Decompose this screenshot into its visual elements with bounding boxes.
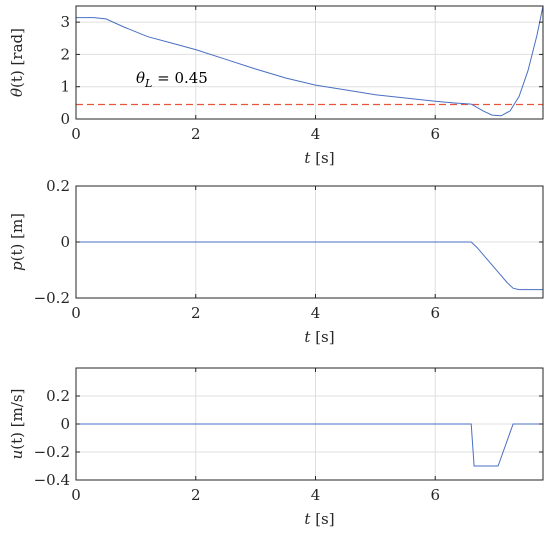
y-tick-label: 0 bbox=[60, 110, 70, 128]
x-tick-label: 0 bbox=[71, 125, 81, 143]
x-tick-label: 6 bbox=[430, 486, 440, 504]
x-axis-label: t [s] bbox=[304, 149, 334, 167]
x-tick-label: 4 bbox=[311, 125, 321, 143]
subplot-3: 0 2 4 6 −0.4 −0.2 0 0.2 t [s] u(t) [m/s] bbox=[8, 367, 544, 528]
x-tick-label: 6 bbox=[430, 304, 440, 322]
x-axis-label: t [s] bbox=[304, 510, 334, 528]
y-tick-label: 3 bbox=[60, 13, 70, 31]
y-tick-label: 1 bbox=[60, 78, 70, 96]
series-line bbox=[76, 241, 543, 291]
reference-label: θL = 0.45 bbox=[136, 69, 208, 90]
y-tick-label: 0 bbox=[60, 233, 70, 251]
y-tick-label: −0.2 bbox=[34, 443, 70, 461]
x-axis-label: t [s] bbox=[304, 328, 334, 346]
y-tick-label: 0.2 bbox=[46, 177, 70, 195]
x-tick-label: 2 bbox=[191, 125, 201, 143]
x-tick-label: 2 bbox=[191, 486, 201, 504]
y-tick-label: 2 bbox=[60, 45, 70, 63]
series-line bbox=[76, 6, 543, 117]
x-tick-label: 4 bbox=[311, 486, 321, 504]
y-axis-label: u(t) [m/s] bbox=[8, 389, 26, 460]
y-axis-label: θ(t) [rad] bbox=[8, 28, 26, 97]
y-axis-label: p(t) [m] bbox=[8, 213, 26, 271]
subplot-1: θL = 0.45 0 2 4 6 0 1 2 3 t [s] θ(t) [rad] bbox=[8, 5, 544, 167]
x-tick-label: 2 bbox=[191, 304, 201, 322]
x-tick-label: 0 bbox=[71, 486, 81, 504]
x-tick-label: 6 bbox=[430, 125, 440, 143]
subplot-2: 0 2 4 6−0.200.2t [s]p(t) [m] bbox=[8, 177, 544, 346]
y-tick-label: 0.2 bbox=[46, 387, 70, 405]
y-tick-label: 0 bbox=[60, 415, 70, 433]
x-tick-label: 4 bbox=[311, 304, 321, 322]
x-tick-label: 0 bbox=[71, 304, 81, 322]
axes-frame bbox=[75, 5, 544, 120]
y-tick-label: −0.2 bbox=[34, 289, 70, 307]
y-tick-label: −0.4 bbox=[34, 471, 70, 489]
series-line bbox=[76, 423, 543, 467]
